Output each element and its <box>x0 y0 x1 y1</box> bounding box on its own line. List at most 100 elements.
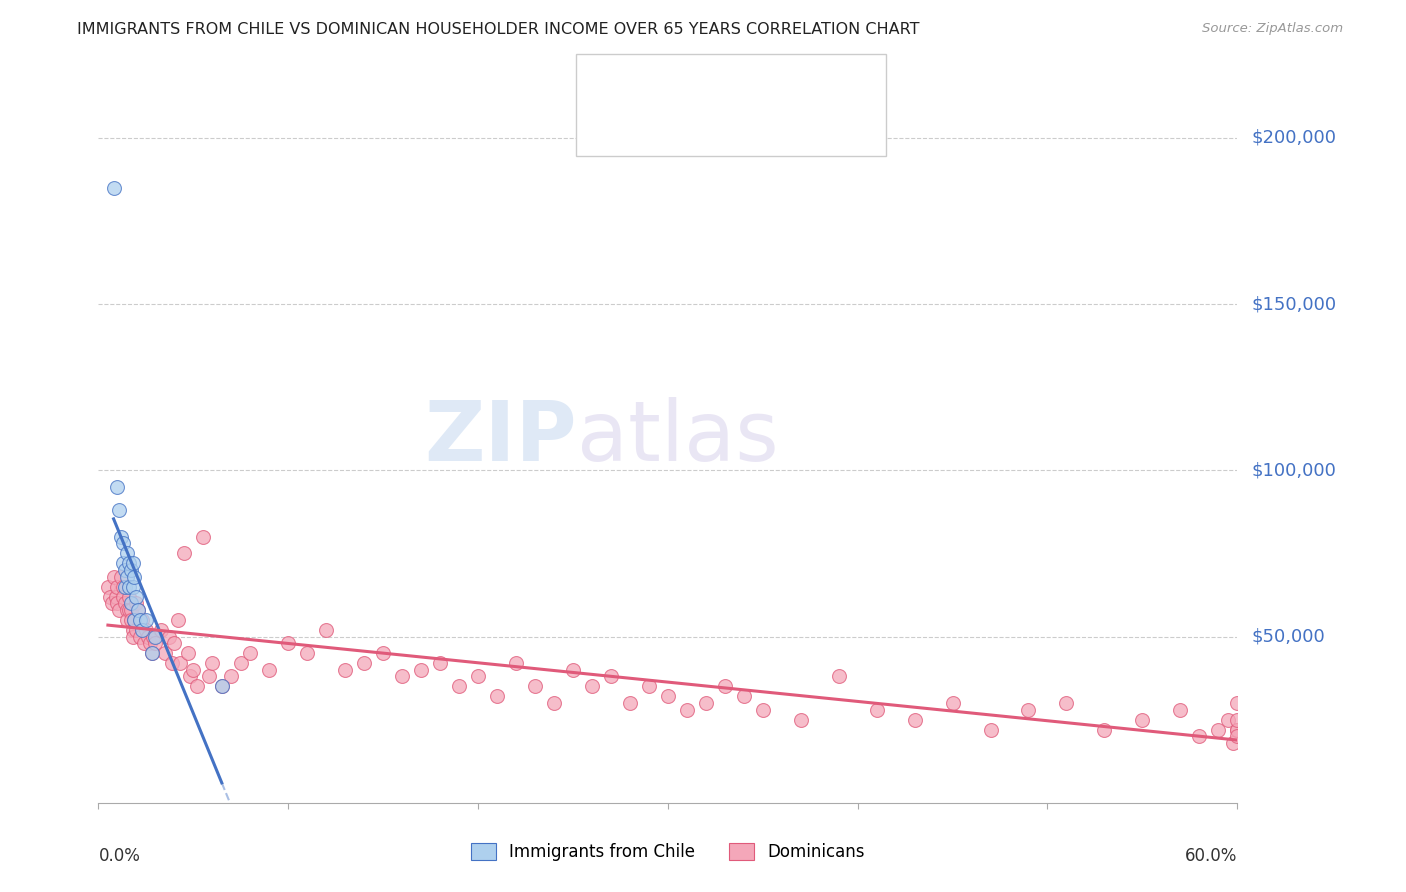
Point <box>120 603 142 617</box>
Text: Source: ZipAtlas.com: Source: ZipAtlas.com <box>1202 22 1343 36</box>
Point <box>114 563 136 577</box>
Point <box>145 630 167 644</box>
Point <box>141 646 163 660</box>
Point <box>124 613 146 627</box>
Point <box>103 180 125 194</box>
Point <box>98 590 121 604</box>
Point <box>1226 723 1249 737</box>
Point <box>118 557 141 571</box>
Point <box>752 703 775 717</box>
Text: N = 99: N = 99 <box>776 120 841 137</box>
Point <box>163 636 186 650</box>
Point <box>353 656 375 670</box>
Text: R =  -0.598: R = -0.598 <box>631 120 740 137</box>
Point <box>695 696 717 710</box>
Point <box>112 557 135 571</box>
Point <box>211 680 233 694</box>
Bar <box>592 70 619 97</box>
Point <box>297 646 319 660</box>
Text: $50,000: $50,000 <box>1251 628 1324 646</box>
Point <box>239 646 262 660</box>
Point <box>335 663 357 677</box>
Point <box>714 680 737 694</box>
Point <box>543 696 565 710</box>
Point <box>562 663 585 677</box>
Text: $100,000: $100,000 <box>1251 461 1336 479</box>
Point <box>124 570 146 584</box>
Text: 60.0%: 60.0% <box>1185 847 1237 864</box>
Point <box>581 680 603 694</box>
Point <box>129 613 152 627</box>
Point <box>1226 729 1249 743</box>
Point <box>600 669 623 683</box>
Bar <box>592 114 619 142</box>
Point <box>866 703 889 717</box>
Point <box>1226 696 1249 710</box>
Point <box>176 646 198 660</box>
Point <box>229 656 252 670</box>
Point <box>211 680 233 694</box>
Point <box>114 580 136 594</box>
Text: R =  -0.197: R = -0.197 <box>631 74 740 92</box>
Point <box>112 536 135 550</box>
Point <box>107 480 129 494</box>
Point <box>1208 723 1230 737</box>
Point <box>828 669 851 683</box>
Point <box>131 623 153 637</box>
Point <box>136 630 159 644</box>
Point <box>135 613 157 627</box>
Point <box>1188 729 1211 743</box>
Point <box>169 656 191 670</box>
Point <box>259 663 281 677</box>
Point <box>391 669 413 683</box>
Point <box>167 613 190 627</box>
Point <box>429 656 451 670</box>
Point <box>1018 703 1040 717</box>
Point <box>108 503 131 517</box>
Point <box>108 603 131 617</box>
Point <box>1226 713 1249 727</box>
Point <box>97 580 120 594</box>
Point <box>153 646 176 660</box>
Point <box>315 623 337 637</box>
Text: $150,000: $150,000 <box>1251 295 1336 313</box>
Point <box>733 690 755 704</box>
Point <box>277 636 299 650</box>
Point <box>118 590 141 604</box>
Point <box>115 613 138 627</box>
Point <box>676 703 699 717</box>
Point <box>150 623 173 637</box>
Point <box>118 603 141 617</box>
Legend: Immigrants from Chile, Dominicans: Immigrants from Chile, Dominicans <box>464 836 872 868</box>
Point <box>125 623 148 637</box>
Point <box>1132 713 1154 727</box>
Point <box>100 596 122 610</box>
Point <box>135 623 157 637</box>
Point <box>125 596 148 610</box>
Point <box>121 623 143 637</box>
Point <box>904 713 927 727</box>
Point <box>1226 723 1249 737</box>
Point <box>371 646 394 660</box>
Point <box>162 656 184 670</box>
Point <box>467 669 489 683</box>
Point <box>179 669 201 683</box>
Point <box>141 646 163 660</box>
Point <box>145 636 167 650</box>
Point <box>790 713 813 727</box>
Point <box>110 530 132 544</box>
Point <box>942 696 965 710</box>
Point <box>486 690 509 704</box>
Point <box>120 596 142 610</box>
Point <box>197 669 219 683</box>
Point <box>191 530 214 544</box>
Point <box>115 603 138 617</box>
Point <box>107 580 129 594</box>
Point <box>127 603 149 617</box>
Point <box>1216 713 1239 727</box>
Point <box>1094 723 1116 737</box>
Point <box>1222 736 1244 750</box>
Point <box>127 603 149 617</box>
Point <box>114 596 136 610</box>
Point <box>121 630 143 644</box>
